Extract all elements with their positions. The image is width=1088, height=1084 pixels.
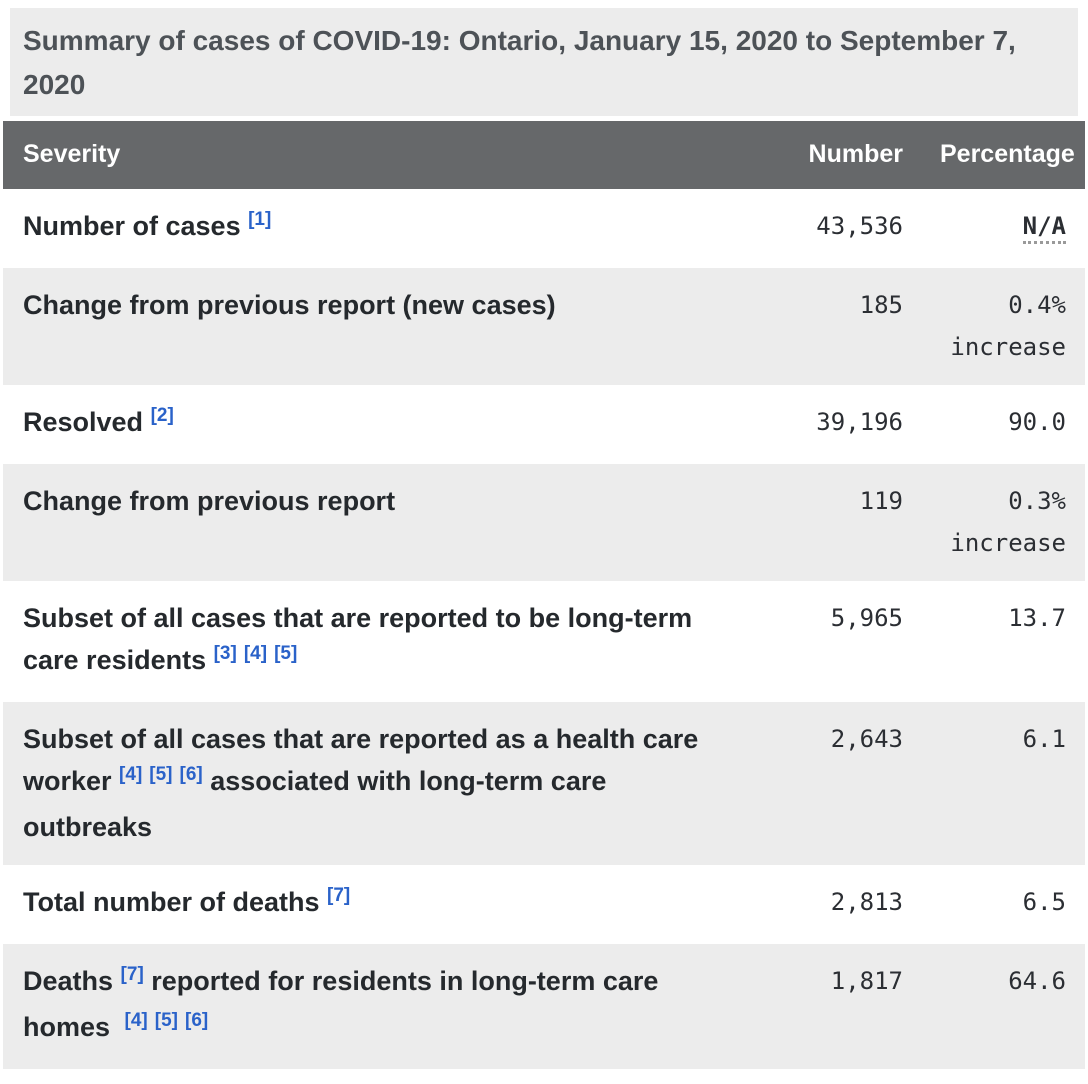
footnote-ref[interactable]: [7] [327,885,351,906]
row-label: Change from previous report (new cases) [23,290,556,320]
table-row: Subset of all cases that are reported as… [3,702,1085,865]
row-number: 2,813 [830,888,903,916]
footnote-ref[interactable]: [6] [185,1010,209,1031]
row-percentage: 13.7 [1008,604,1066,632]
row-label: Subset of all cases that are reported as… [23,724,699,842]
footnote-ref[interactable]: [2] [150,405,174,426]
table-row: Subset of all cases that are reported to… [3,581,1085,702]
row-label: Resolved [2] [23,405,174,437]
row-number: 1,817 [830,967,903,995]
row-percentage: 6.1 [1022,725,1066,753]
not-applicable-abbr[interactable]: N/A [1022,212,1066,244]
row-number: 5,965 [830,604,903,632]
footnote-ref[interactable]: [4] [124,1010,148,1031]
row-label: Total number of deaths [7] [23,885,351,917]
table-row: Deaths [7] reported for residents in lon… [3,944,1085,1069]
row-percentage: N/A [920,189,1085,268]
column-header-severity: Severity [3,121,760,189]
row-percentage: 6.5 [1022,888,1066,916]
row-number: 39,196 [816,408,903,436]
footnote-ref[interactable]: [5] [154,1010,178,1031]
footnote-ref[interactable]: [1] [248,209,272,230]
table-row: Change from previous report (new cases) … [3,268,1085,385]
row-percentage: 64.6 [1008,967,1066,995]
header-row: Severity Number Percentage [3,121,1085,189]
footnote-ref[interactable]: [6] [179,764,203,785]
row-label: Number of cases [1] [23,209,272,241]
row-number: 8 [760,1069,920,1084]
table-caption: Summary of cases of COVID-19: Ontario, J… [10,8,1078,116]
table-body: Number of cases [1] 43,536 N/A Change fr… [3,189,1085,1084]
row-number: 2,643 [830,725,903,753]
row-label: Change from previous report [23,486,396,516]
row-percentage: 90.0 [1008,408,1066,436]
table-row: Deaths [7] reported for health care work… [3,1069,1085,1084]
column-header-percentage: Percentage [920,121,1085,189]
row-label: Deaths [7] reported for residents in lon… [23,964,659,1042]
table-row: Number of cases [1] 43,536 N/A [3,189,1085,268]
row-number: 43,536 [816,212,903,240]
row-number: 119 [859,487,903,515]
row-percentage: 0.4% increase [950,291,1066,361]
row-number: 185 [859,291,903,319]
row-percentage: 0.3 [920,1069,1085,1084]
table-row: Change from previous report 119 0.3% inc… [3,464,1085,581]
column-header-number: Number [760,121,920,189]
footnote-ref[interactable]: [3] [213,643,237,664]
footnote-ref[interactable]: [5] [149,764,173,785]
table-row: Total number of deaths [7] 2,813 6.5 [3,865,1085,944]
row-percentage: 0.3% increase [950,487,1066,557]
footnote-ref[interactable]: [7] [120,964,144,985]
table-row: Resolved [2] 39,196 90.0 [3,385,1085,464]
row-label: Deaths [7] reported for health care work… [3,1069,760,1084]
footnote-ref[interactable]: [5] [274,643,298,664]
footnote-ref[interactable]: [4] [243,643,268,664]
covid-summary-table: Severity Number Percentage Number of cas… [3,121,1085,1084]
row-label: Subset of all cases that are reported to… [23,603,693,675]
footnote-ref[interactable]: [4] [119,764,143,785]
